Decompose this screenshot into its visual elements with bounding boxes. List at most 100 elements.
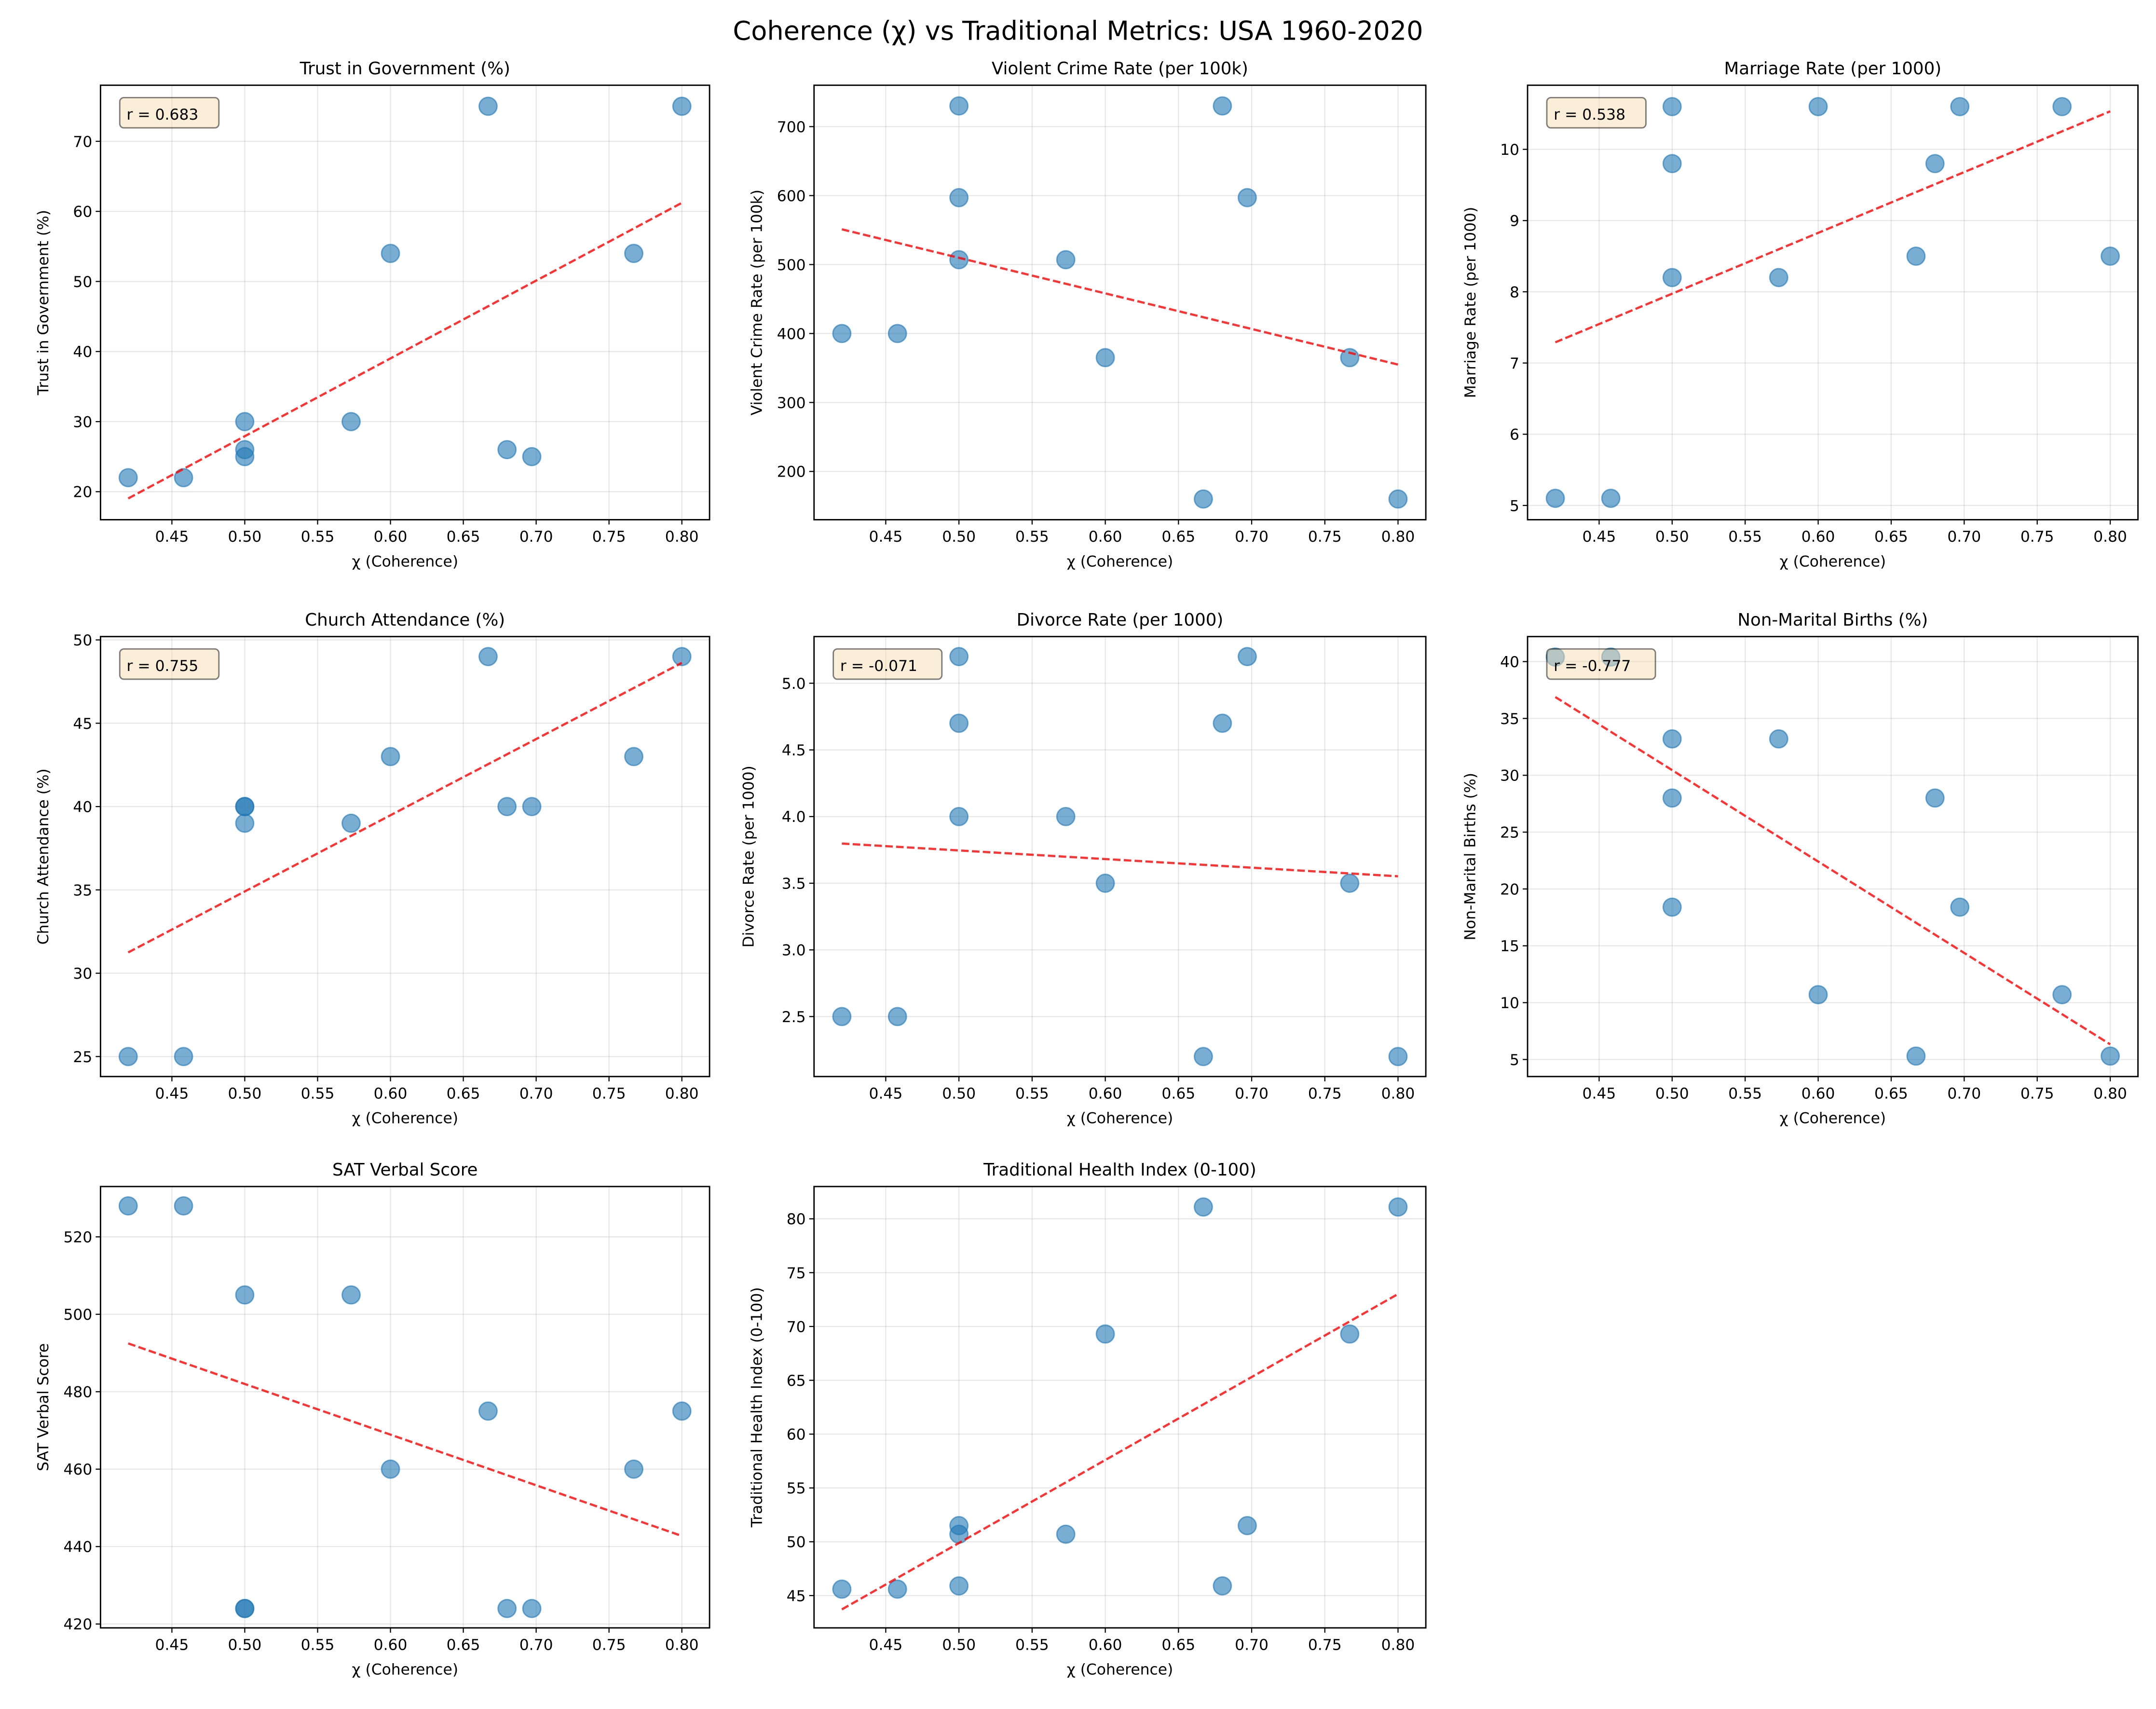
axes-frame — [99, 1186, 710, 1629]
x-tick-label: 0.55 — [1015, 528, 1049, 546]
y-tick-label: 35 — [1500, 711, 1519, 728]
data-point — [1193, 1197, 1213, 1217]
data-point — [522, 447, 542, 466]
data-point — [522, 1599, 542, 1618]
x-axis-label: χ (Coherence) — [1067, 553, 1174, 570]
data-point — [341, 412, 361, 432]
trend-line — [127, 202, 682, 500]
axes-frame — [813, 84, 1427, 520]
axes-frame — [99, 84, 710, 520]
x-axis-label: χ (Coherence) — [1067, 1661, 1174, 1679]
data-point — [174, 468, 193, 488]
data-point — [949, 713, 969, 733]
data-point — [1340, 1324, 1360, 1344]
y-tick-label: 3.5 — [782, 875, 806, 892]
subplot-title: Trust in Government (%) — [300, 59, 510, 79]
subplot-title: Marriage Rate (per 1000) — [1724, 59, 1942, 79]
axes-frame — [813, 636, 1427, 1078]
data-point — [497, 797, 517, 817]
subplot-5: 0.45 0.50 0.55 0.60 0.65 0.70 0.75 0.80 2.5 3.0 3.… — [740, 610, 1427, 1127]
data-point — [1662, 97, 1682, 116]
data-point — [1056, 807, 1076, 826]
data-point — [887, 1007, 907, 1026]
data-point — [118, 1047, 138, 1066]
trend-line — [842, 842, 1398, 877]
data-point — [1808, 97, 1828, 116]
data-point — [1193, 489, 1213, 509]
x-tick-label: 0.55 — [301, 1636, 335, 1654]
y-tick-label: 40 — [73, 343, 92, 361]
x-tick-label: 0.55 — [301, 1085, 335, 1102]
data-point — [949, 250, 969, 270]
data-point — [949, 96, 969, 116]
correlation-box — [1546, 648, 1656, 680]
x-tick-label: 0.80 — [2093, 528, 2127, 546]
x-tick-label: 0.80 — [2093, 1085, 2127, 1102]
x-tick-label: 0.50 — [228, 1636, 262, 1654]
y-tick-label: 460 — [63, 1461, 92, 1478]
data-point — [2052, 97, 2072, 116]
correlation-label: r = 0.683 — [127, 106, 199, 123]
x-tick-label: 0.45 — [869, 1636, 903, 1654]
y-axis-label: SAT Verbal Score — [35, 1343, 52, 1471]
data-point — [1925, 788, 1945, 808]
y-tick-label: 2.5 — [782, 1009, 806, 1026]
data-point — [624, 747, 643, 766]
y-tick-label: 480 — [63, 1384, 92, 1401]
y-tick-label: 25 — [1500, 824, 1519, 842]
y-axis-label: Non-Marital Births (%) — [1462, 773, 1479, 941]
data-point — [949, 1576, 969, 1596]
x-tick-label: 0.70 — [1235, 528, 1269, 546]
data-point — [1340, 874, 1360, 893]
x-tick-label: 0.50 — [228, 1085, 262, 1102]
correlation-box — [1546, 96, 1647, 129]
correlation-box — [832, 648, 943, 680]
data-point — [235, 1599, 255, 1618]
data-point — [1906, 1046, 1926, 1066]
x-tick-label: 0.65 — [1874, 528, 1908, 546]
data-point — [949, 188, 969, 207]
trend-line — [128, 1342, 682, 1537]
x-tick-label: 0.45 — [869, 1085, 903, 1102]
data-point — [1662, 268, 1682, 287]
x-tick-label: 0.45 — [155, 1085, 189, 1102]
x-tick-label: 0.70 — [1947, 1085, 1981, 1102]
y-axis-label: Violent Crime Rate (per 100k) — [748, 190, 765, 415]
subplot-8: 0.45 0.50 0.55 0.60 0.65 0.70 0.75 0.80 45 50 55 60… — [748, 1160, 1427, 1679]
data-point — [381, 244, 400, 263]
x-tick-label: 0.70 — [1235, 1085, 1269, 1102]
correlation-label: r = 0.538 — [1554, 106, 1625, 123]
y-tick-label: 70 — [787, 1318, 806, 1336]
y-tick-label: 30 — [73, 413, 92, 431]
data-point — [1237, 188, 1257, 207]
y-tick-label: 4.5 — [782, 742, 806, 759]
axes-frame — [1527, 636, 2139, 1078]
y-tick-label: 440 — [63, 1539, 92, 1556]
x-tick-label: 0.75 — [1308, 1085, 1342, 1102]
y-axis-label: Divorce Rate (per 1000) — [740, 766, 757, 947]
data-point — [174, 1047, 193, 1066]
data-point — [1662, 897, 1682, 917]
data-point — [1769, 268, 1788, 287]
y-axis-label: Trust in Government (%) — [35, 210, 52, 396]
x-tick-label: 0.65 — [447, 1085, 480, 1102]
x-tick-label: 0.65 — [1161, 1636, 1195, 1654]
y-tick-label: 400 — [777, 326, 806, 343]
x-tick-label: 0.50 — [1655, 1085, 1689, 1102]
x-tick-label: 0.45 — [1583, 1085, 1616, 1102]
x-tick-label: 0.65 — [447, 528, 480, 546]
x-tick-label: 0.80 — [665, 528, 699, 546]
y-tick-label: 70 — [73, 133, 92, 150]
y-tick-label: 5 — [1510, 1052, 1519, 1069]
data-point — [235, 1285, 255, 1305]
correlation-box — [119, 96, 220, 129]
data-point — [478, 1401, 498, 1421]
x-tick-label: 0.65 — [1874, 1085, 1908, 1102]
x-tick-label: 0.80 — [1381, 1636, 1415, 1654]
data-point — [887, 324, 907, 343]
y-tick-label: 4.0 — [782, 808, 806, 826]
subplot-title: SAT Verbal Score — [332, 1160, 478, 1180]
y-tick-label: 60 — [73, 204, 92, 221]
x-tick-label: 0.75 — [592, 528, 626, 546]
y-tick-label: 5 — [1510, 497, 1519, 515]
